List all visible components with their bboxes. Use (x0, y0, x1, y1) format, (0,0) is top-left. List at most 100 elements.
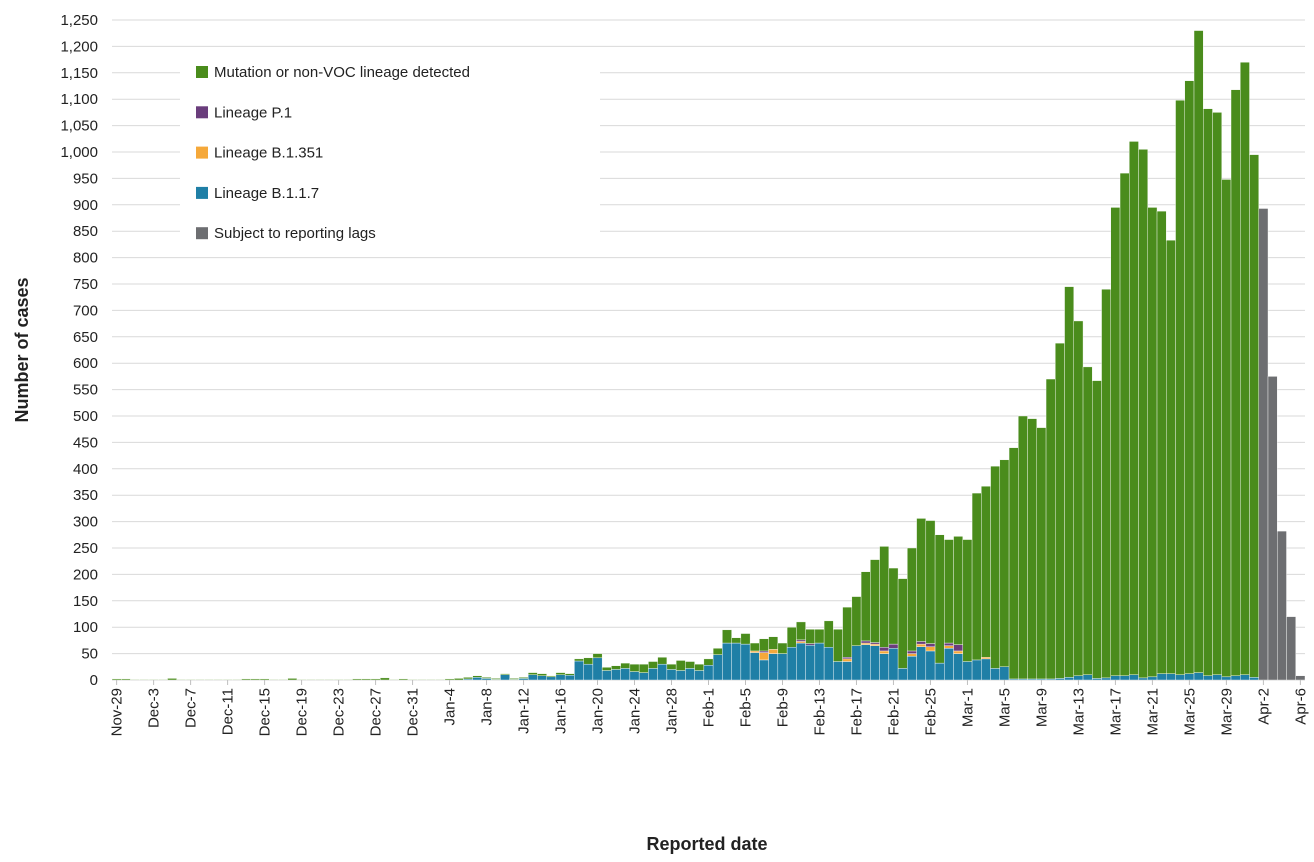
bar-segment (703, 658, 714, 666)
bar-segment (583, 657, 594, 665)
bar-segment (361, 678, 372, 681)
bar-segment (167, 678, 177, 681)
y-tick-label: 800 (73, 250, 98, 267)
x-tick-label: Feb-1 (701, 688, 718, 727)
bar-segment (796, 639, 806, 642)
legend-swatch (196, 66, 208, 78)
bar-segment (555, 674, 566, 681)
bar-segment (694, 670, 705, 681)
x-tick-label: Dec-23 (331, 688, 348, 736)
y-tick-label: 850 (73, 223, 98, 240)
bar-segment (620, 668, 631, 681)
bar-segment (1249, 677, 1259, 681)
bar-segment (722, 629, 732, 644)
bar-segment (712, 654, 723, 681)
bar-segment (768, 653, 779, 681)
y-tick-label: 1,150 (60, 65, 98, 82)
bar-segment (1203, 108, 1213, 676)
bar-segment (1258, 208, 1269, 681)
bar-segment (953, 653, 964, 681)
y-tick-label: 1,000 (60, 144, 98, 161)
bar-segment (768, 636, 779, 650)
bar-segment (999, 459, 1010, 668)
bar-segment (860, 642, 871, 645)
bar-segment (1092, 678, 1102, 681)
y-tick-label: 1,250 (60, 12, 98, 29)
bar-segment (500, 674, 510, 681)
bar-segment (444, 678, 455, 681)
bar-segment (759, 652, 769, 661)
bar-segment (287, 678, 298, 681)
bar-segment (1230, 675, 1241, 681)
bar-segment (925, 650, 936, 681)
x-tick-label: Dec-3 (146, 688, 163, 728)
x-tick-label: Dec-31 (405, 688, 422, 736)
bar-segment (629, 671, 640, 681)
bar-segment (555, 672, 566, 675)
x-tick-label: Dec-7 (183, 688, 200, 728)
bar-segment (934, 534, 945, 664)
bar-segment (315, 679, 325, 681)
bar-segment (786, 647, 797, 681)
bar-segment (759, 650, 769, 653)
bar-segment (953, 536, 964, 645)
bar-segment (860, 640, 871, 644)
bar-segment (1184, 673, 1195, 681)
x-tick-label: Dec-19 (294, 688, 311, 736)
bar-segment (759, 659, 769, 681)
bar-segment (139, 679, 150, 681)
bar-segment (888, 648, 899, 681)
bar-segment (907, 656, 917, 681)
y-tick-label: 900 (73, 197, 98, 214)
bar-segment (981, 657, 991, 660)
bar-segment (749, 650, 760, 653)
bar-segment (435, 679, 446, 681)
x-tick-label: Feb-13 (811, 688, 828, 736)
bar-segment (1036, 427, 1047, 680)
bar-segment (796, 621, 806, 641)
bar-segment (1221, 676, 1232, 681)
bar-segment (195, 679, 205, 681)
bar-segment (805, 629, 816, 644)
bar-segment (638, 672, 649, 681)
bar-segment (250, 678, 261, 681)
x-tick-label: Feb-21 (885, 688, 902, 736)
bar-segment (990, 668, 1001, 681)
bar-segment (1008, 447, 1019, 680)
bar-segment (389, 679, 399, 681)
bar-segment (657, 663, 668, 681)
bar-segment (657, 657, 668, 665)
bar-segment (426, 679, 436, 681)
bar-segment (823, 647, 834, 681)
bar-segment (527, 674, 538, 681)
bar-segment (694, 663, 705, 671)
bar-segment (1221, 179, 1232, 678)
bar-segment (888, 567, 899, 645)
bar-segment (1267, 376, 1278, 681)
bar-segment (925, 520, 936, 644)
bar-segment (343, 679, 353, 681)
bar-segment (130, 679, 140, 681)
bar-segment (592, 657, 603, 681)
bar-segment (925, 643, 936, 647)
bar-segment (537, 675, 547, 681)
bar-segment (1064, 286, 1074, 678)
x-tick-label: Jan-20 (590, 688, 607, 734)
y-tick-label: 1,100 (60, 91, 98, 108)
bar-segment (685, 668, 695, 681)
bar-segment (158, 679, 168, 681)
bar-segment (944, 648, 954, 681)
bar-segment (232, 679, 242, 681)
bar-segment (675, 670, 686, 681)
legend-swatch (196, 146, 208, 159)
x-tick-label: Jan-16 (553, 688, 570, 734)
bar-segment (1212, 674, 1222, 681)
bar-segment (1129, 141, 1139, 675)
bar-segment (916, 643, 927, 647)
bar-segment (907, 547, 917, 652)
x-tick-label: Mar-9 (1033, 688, 1050, 727)
bar-segment (749, 642, 760, 652)
bar-segment (416, 679, 427, 681)
